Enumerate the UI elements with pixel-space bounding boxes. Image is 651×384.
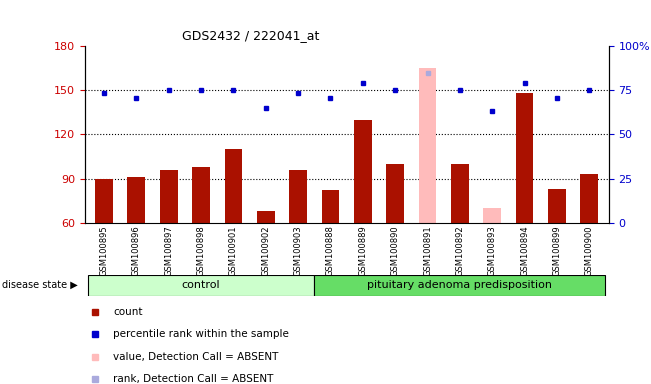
Bar bbox=[548, 189, 566, 223]
Text: GSM100900: GSM100900 bbox=[585, 225, 594, 276]
Bar bbox=[192, 167, 210, 223]
Bar bbox=[95, 179, 113, 223]
Text: GSM100891: GSM100891 bbox=[423, 225, 432, 276]
Bar bbox=[257, 211, 275, 223]
Text: pituitary adenoma predisposition: pituitary adenoma predisposition bbox=[367, 280, 553, 290]
Bar bbox=[160, 170, 178, 223]
Text: GSM100896: GSM100896 bbox=[132, 225, 141, 276]
Bar bbox=[581, 174, 598, 223]
Bar bbox=[516, 93, 533, 223]
Text: GSM100898: GSM100898 bbox=[197, 225, 206, 276]
Text: rank, Detection Call = ABSENT: rank, Detection Call = ABSENT bbox=[113, 374, 274, 384]
Bar bbox=[225, 149, 242, 223]
Bar bbox=[289, 170, 307, 223]
Text: control: control bbox=[182, 280, 221, 290]
Bar bbox=[451, 164, 469, 223]
Text: GSM100895: GSM100895 bbox=[100, 225, 109, 276]
Bar bbox=[386, 164, 404, 223]
Text: count: count bbox=[113, 306, 143, 317]
Text: GSM100892: GSM100892 bbox=[456, 225, 464, 276]
Text: GSM100902: GSM100902 bbox=[261, 225, 270, 276]
Text: GSM100901: GSM100901 bbox=[229, 225, 238, 276]
Bar bbox=[419, 68, 436, 223]
Text: GSM100899: GSM100899 bbox=[553, 225, 561, 276]
Text: GSM100903: GSM100903 bbox=[294, 225, 303, 276]
Text: percentile rank within the sample: percentile rank within the sample bbox=[113, 329, 289, 339]
Bar bbox=[354, 120, 372, 223]
Bar bbox=[322, 190, 339, 223]
Text: disease state ▶: disease state ▶ bbox=[3, 280, 78, 290]
Text: GSM100888: GSM100888 bbox=[326, 225, 335, 276]
Bar bbox=[314, 275, 605, 296]
Text: GSM100890: GSM100890 bbox=[391, 225, 400, 276]
Text: GDS2432 / 222041_at: GDS2432 / 222041_at bbox=[182, 29, 320, 42]
Bar bbox=[88, 275, 314, 296]
Text: GSM100893: GSM100893 bbox=[488, 225, 497, 276]
Bar bbox=[128, 177, 145, 223]
Bar bbox=[483, 208, 501, 223]
Text: GSM100894: GSM100894 bbox=[520, 225, 529, 276]
Text: value, Detection Call = ABSENT: value, Detection Call = ABSENT bbox=[113, 352, 279, 362]
Text: GSM100897: GSM100897 bbox=[164, 225, 173, 276]
Text: GSM100889: GSM100889 bbox=[358, 225, 367, 276]
